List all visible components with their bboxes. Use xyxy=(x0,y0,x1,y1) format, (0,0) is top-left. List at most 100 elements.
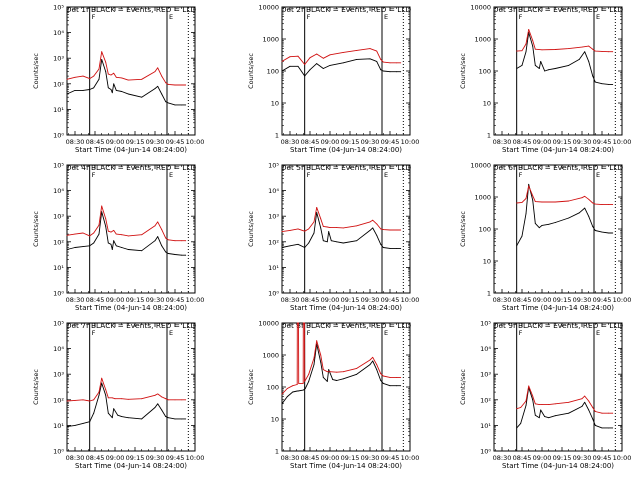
x-tick-label: 09:30 xyxy=(146,296,165,304)
series-lld-point xyxy=(588,400,590,402)
series-lld-point xyxy=(161,75,163,77)
x-tick-label: 08:45 xyxy=(301,296,320,304)
series-lld-line xyxy=(516,385,613,414)
series-lld-point xyxy=(372,356,374,358)
marker-label: F xyxy=(92,171,96,179)
series-events-point xyxy=(165,416,167,418)
x-tick-label: 09:45 xyxy=(166,296,185,304)
series-events-point xyxy=(292,391,294,393)
series-events-point xyxy=(313,232,315,234)
x-tick-label: 09:15 xyxy=(341,454,360,462)
series-events-point xyxy=(329,64,331,66)
series-lld-point xyxy=(281,60,283,62)
y-axis-label: Counts/sec xyxy=(32,211,40,247)
chart-panel-5: Det 5f BLACK = Events, RED = LLD 10⁰ 10¹ 10… xyxy=(247,162,419,313)
series-events-point xyxy=(389,247,391,249)
series-lld-point xyxy=(534,48,536,50)
series-events-point xyxy=(297,65,299,67)
series-lld-point xyxy=(141,398,143,400)
series-events-point xyxy=(185,418,187,420)
series-events-point xyxy=(320,361,322,363)
series-lld-point xyxy=(380,373,382,375)
series-events-point xyxy=(167,102,169,104)
series-events-point xyxy=(82,89,84,91)
x-tick-label: 09:45 xyxy=(381,454,400,462)
series-events-point xyxy=(286,396,288,398)
series-events-point xyxy=(320,227,322,229)
y-tick-label: 10¹ xyxy=(53,422,64,430)
series-events-point xyxy=(316,63,318,65)
series-lld-point xyxy=(342,371,344,373)
series-lld-point xyxy=(538,404,540,406)
series-lld-point xyxy=(89,400,91,402)
series-lld-point xyxy=(66,400,68,402)
series-lld-point xyxy=(161,229,163,231)
series-events-point xyxy=(578,58,580,60)
series-events-point xyxy=(302,389,304,391)
series-events-point xyxy=(380,380,382,381)
series-lld-point xyxy=(313,357,315,359)
series-lld-point xyxy=(110,231,112,233)
plot-frame xyxy=(493,322,623,452)
x-tick-label: 08:45 xyxy=(513,296,532,304)
chart-title: Det 9f BLACK = Events, RED = LLD xyxy=(493,321,624,330)
y-tick-label: 10⁴ xyxy=(53,29,64,37)
series-events-point xyxy=(165,101,167,103)
series-lld-point xyxy=(82,399,84,401)
series-lld-point xyxy=(101,377,103,379)
series-lld-point xyxy=(400,376,402,378)
chart-panel-3: Det 3f BLACK = Events, RED = LLD 1 10 100 10… xyxy=(459,4,631,155)
series-events-point xyxy=(289,65,291,67)
series-lld-point xyxy=(114,398,116,400)
marker-label: E xyxy=(384,13,388,21)
series-events-point xyxy=(554,415,556,417)
series-lld-point xyxy=(329,227,331,229)
series-events-point xyxy=(66,426,68,428)
series-lld-point xyxy=(93,399,95,401)
y-tick-label: 100 xyxy=(267,68,279,76)
marker-label: E xyxy=(596,13,600,21)
series-events-point xyxy=(356,240,358,242)
series-lld-point xyxy=(326,371,328,373)
series-events-point xyxy=(356,373,358,375)
series-events-point xyxy=(380,69,382,71)
series-events-point xyxy=(568,64,570,66)
series-lld-point xyxy=(174,240,176,242)
marker-label: F xyxy=(307,171,311,179)
y-tick-label: 1000 xyxy=(474,194,491,202)
series-events-point xyxy=(127,249,129,250)
series-lld-point xyxy=(296,384,298,385)
series-lld-point xyxy=(369,359,371,361)
chart-panel-4: Det 4f BLACK = Events, RED = LLD 10⁰ 10¹ 10… xyxy=(32,162,204,313)
series-events-point xyxy=(117,414,119,416)
series-events-point xyxy=(330,240,332,242)
series-lld-point xyxy=(612,412,614,414)
x-tick-label: 09:00 xyxy=(106,138,125,146)
x-tick-label: 09:30 xyxy=(361,138,380,146)
series-events-point xyxy=(121,416,123,418)
plot-frame xyxy=(281,164,411,294)
series-events-point xyxy=(74,424,76,426)
series-events-point xyxy=(107,412,109,414)
series-events-point xyxy=(157,236,159,238)
marker-label: E xyxy=(384,171,388,179)
series-lld-point xyxy=(329,371,331,373)
x-axis-label: Start Time (04-Jun-14 08:24:00) xyxy=(502,304,614,312)
series-lld-point xyxy=(532,40,534,41)
marker-label: E xyxy=(384,329,388,337)
series-lld-point xyxy=(376,50,378,52)
series-events-point xyxy=(534,64,536,66)
series-events-point xyxy=(101,382,103,384)
x-tick-label: 09:45 xyxy=(593,454,612,462)
x-tick-label: 08:30 xyxy=(281,296,300,304)
x-tick-label: 08:45 xyxy=(513,138,532,146)
x-tick-label: 08:45 xyxy=(86,138,105,146)
series-events-line xyxy=(516,183,613,246)
series-events-point xyxy=(105,394,107,396)
series-events-point xyxy=(544,416,546,418)
series-lld-point xyxy=(342,51,344,53)
series-events-point xyxy=(540,409,542,411)
series-events-point xyxy=(154,88,156,90)
series-lld-point xyxy=(369,48,371,50)
chart-title: Det 2f BLACK = Events, RED = LLD xyxy=(281,5,412,14)
